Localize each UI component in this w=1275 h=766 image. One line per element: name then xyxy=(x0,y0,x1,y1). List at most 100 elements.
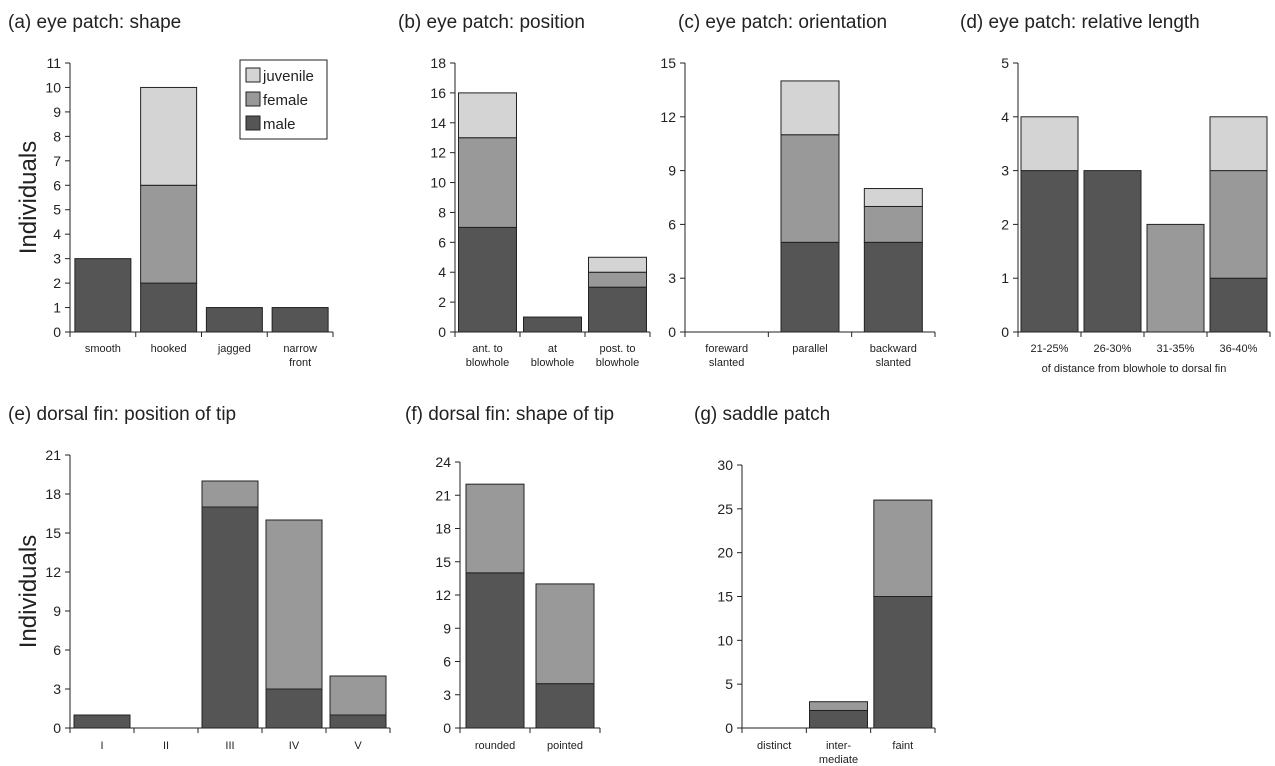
y-tick-label: 12 xyxy=(430,145,446,161)
bar-male xyxy=(780,241,840,333)
bar-male xyxy=(465,572,525,729)
y-tick-label: 3 xyxy=(443,687,451,703)
category-label: blowhole xyxy=(596,357,639,369)
y-tick-label: 1 xyxy=(1001,270,1009,286)
y-tick-label: 3 xyxy=(53,251,61,267)
y-tick-label: 9 xyxy=(668,163,676,179)
category-label: narrow xyxy=(283,343,317,355)
bar-male xyxy=(863,241,923,333)
y-tick-label: 24 xyxy=(435,454,451,470)
bar-female xyxy=(201,480,259,508)
y-tick-label: 12 xyxy=(660,109,676,125)
y-tick-label: 5 xyxy=(1001,55,1009,71)
y-tick-label: 21 xyxy=(45,447,61,463)
panel-title: (b) eye patch: position xyxy=(398,12,585,33)
legend-label-female: female xyxy=(263,92,308,109)
category-label: pointed xyxy=(547,740,583,752)
x-axis-label: of distance from blowhole to dorsal fin xyxy=(1042,363,1227,375)
bar-male xyxy=(1083,170,1142,333)
category-label: 31-35% xyxy=(1157,343,1195,355)
bar-female xyxy=(535,583,595,685)
y-tick-label: 6 xyxy=(668,216,676,232)
panel-title: (g) saddle patch xyxy=(694,404,830,425)
y-tick-label: 25 xyxy=(717,501,733,517)
y-tick-label: 0 xyxy=(53,324,61,340)
bar-female xyxy=(329,675,387,716)
panel-title: (d) eye patch: relative length xyxy=(960,12,1200,33)
legend-swatch-juvenile xyxy=(245,67,261,83)
category-label: V xyxy=(354,740,362,752)
legend: juvenile female male xyxy=(239,59,328,140)
y-tick-label: 30 xyxy=(717,457,733,473)
panel-title: (e) dorsal fin: position of tip xyxy=(8,404,236,425)
bar-male xyxy=(458,226,517,333)
legend-swatch-female xyxy=(245,91,261,107)
bar-female xyxy=(809,701,868,711)
category-label: post. to xyxy=(599,343,635,355)
y-tick-label: 2 xyxy=(1001,216,1009,232)
y-axis-label: Individuals xyxy=(15,535,42,648)
bar-female xyxy=(1209,170,1268,279)
y-tick-label: 0 xyxy=(725,720,733,736)
category-label: 21-25% xyxy=(1031,343,1069,355)
legend-label-male: male xyxy=(263,116,296,133)
y-tick-label: 2 xyxy=(53,275,61,291)
bar-female xyxy=(465,483,525,574)
y-tick-label: 3 xyxy=(1001,163,1009,179)
y-tick-label: 15 xyxy=(435,554,451,570)
bar-female xyxy=(265,519,323,690)
category-label: I xyxy=(100,740,103,752)
y-tick-label: 18 xyxy=(435,521,451,537)
category-label: inter- xyxy=(826,740,851,752)
panel-a: (a) eye patch: shape 0 1 2 3 4 5 6 7 8 9 10 11 Indivi… xyxy=(8,12,334,369)
y-tick-label: 8 xyxy=(53,128,61,144)
bar-male xyxy=(1020,170,1079,333)
category-label: parallel xyxy=(792,343,827,355)
bar-female xyxy=(780,134,840,243)
y-tick-label: 15 xyxy=(45,525,61,541)
y-tick-label: 0 xyxy=(443,720,451,736)
y-tick-label: 12 xyxy=(45,564,61,580)
y-tick-label: 3 xyxy=(668,270,676,286)
y-axis-label: Individuals xyxy=(15,141,42,254)
category-label: II xyxy=(163,740,169,752)
y-tick-label: 15 xyxy=(660,55,676,71)
y-tick-label: 3 xyxy=(53,681,61,697)
y-tick-label: 12 xyxy=(435,587,451,603)
y-tick-label: 8 xyxy=(438,204,446,220)
category-label: III xyxy=(225,740,234,752)
panel-title: (c) eye patch: orientation xyxy=(678,12,887,33)
y-tick-label: 20 xyxy=(717,545,733,561)
bar-male xyxy=(73,714,131,729)
panel-g: (g) saddle patch 0 5 10 15 20 25 30 distinct inte… xyxy=(694,404,936,766)
bar-male xyxy=(809,709,868,729)
y-tick-label: 21 xyxy=(435,487,451,503)
panel-title: (f) dorsal fin: shape of tip xyxy=(405,404,614,425)
y-tick-label: 7 xyxy=(53,153,61,169)
bar-juvenile xyxy=(863,188,923,207)
y-tick-label: 0 xyxy=(53,720,61,736)
category-label: backward xyxy=(870,343,917,355)
y-tick-label: 6 xyxy=(438,234,446,250)
y-tick-label: 10 xyxy=(717,632,733,648)
y-tick-label: 4 xyxy=(53,226,61,242)
bar-male xyxy=(1209,277,1268,333)
bar-female xyxy=(588,271,647,288)
bar-female xyxy=(863,205,923,243)
category-label: mediate xyxy=(819,754,858,766)
legend-swatch-male xyxy=(245,115,261,131)
bar-male xyxy=(329,714,387,729)
bar-male xyxy=(201,506,259,729)
bar-female xyxy=(1146,223,1205,333)
y-tick-label: 10 xyxy=(45,79,61,95)
y-tick-label: 10 xyxy=(430,175,446,191)
bar-male xyxy=(140,282,198,333)
panel-title: (a) eye patch: shape xyxy=(8,12,181,33)
y-tick-label: 14 xyxy=(430,115,446,131)
panel-e: (e) dorsal fin: position of tip 0 3 6 9 12 15 1… xyxy=(8,404,391,752)
y-tick-label: 4 xyxy=(438,264,446,280)
category-label: slanted xyxy=(876,357,911,369)
panel-b: (b) eye patch: position 0 2 4 6 8 10 12 14 16 18 an… xyxy=(398,12,651,369)
category-label: hooked xyxy=(151,343,187,355)
